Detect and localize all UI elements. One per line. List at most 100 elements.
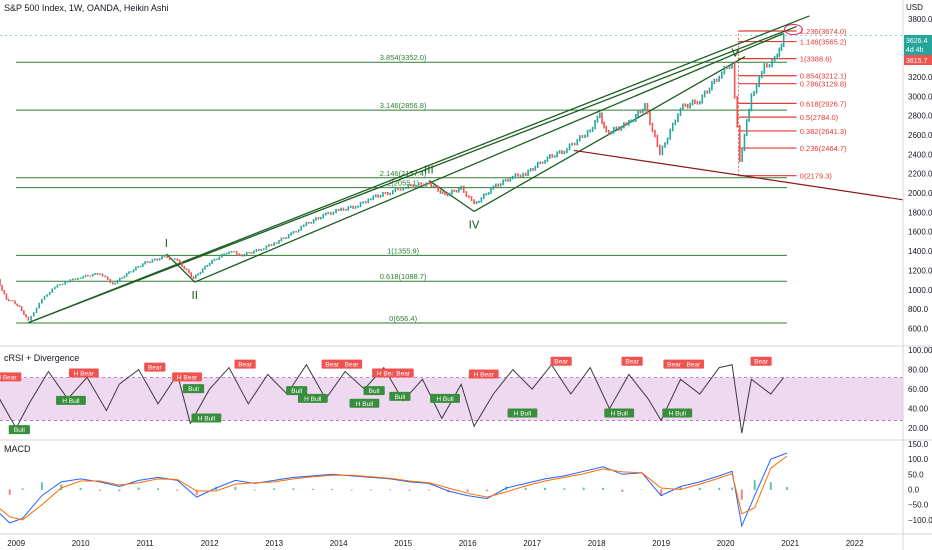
macd-histogram-bar [785,487,788,491]
crsi-signal-label: H Bull [198,415,216,422]
crsi-signal-label: Bear [325,362,340,369]
macd-histogram-bar [563,488,566,491]
fib-red-label: 0(2179.3) [800,172,833,181]
crsi-signal-box [191,413,222,423]
crsi-signal-box [392,368,414,378]
price-y-tick: 600.0 [908,324,929,333]
price-y-tick: 800.0 [908,305,929,314]
crsi-signal-box [349,398,380,408]
crsi-signal-label: H Bear [74,370,95,377]
macd-histogram-bar [292,488,295,491]
fib-red-label: 0.618(2926.7) [800,99,847,108]
x-axis-tick: 2016 [459,539,477,548]
macd-histogram-bar [311,488,314,491]
price-tag-second-value: 3615.7 [906,58,928,65]
crsi-y-tick: 100.00 [908,346,932,355]
crsi-signal-label: H Bull [304,396,322,403]
crsi-signal-box [56,395,86,405]
macd-histogram-bar [137,487,140,491]
macd-histogram-bar [524,487,527,491]
price-tag-current-value: 3626.4 [906,38,928,45]
macd-histogram-bar [621,489,624,492]
crsi-signal-label: Bear [345,362,360,369]
macd-histogram-bar [408,489,411,491]
wave-label: I [165,237,168,250]
fib-red-label: 0.854(3212.1) [800,72,847,81]
price-y-tick: 1800.0 [908,208,932,217]
macd-y-tick: −50.0 [908,501,929,510]
fib-green-label: 2.146(2157.4) [380,169,427,178]
wave-label: II [192,289,199,302]
fib-green-label: 3.854(3352.0) [380,53,427,62]
crsi-signal-box [297,393,328,403]
fib-green-label: 0.618(1088.7) [380,272,427,281]
crsi-signal-label: H Bull [436,396,454,403]
x-axis-tick: 2020 [717,539,735,548]
price-y-tick: 1000.0 [908,286,932,295]
crsi-signal-label: Bear [148,365,163,372]
macd-histogram-bar [253,489,256,491]
fib-green-label: 1(1355.9) [387,246,420,255]
macd-histogram-bar [582,487,585,491]
crsi-signal-box [363,386,385,396]
resistance-line [573,149,904,201]
macd-histogram-bar [740,489,743,500]
crsi-signal-box [0,372,22,382]
macd-histogram-bar [698,487,701,491]
price-pane[interactable]: 3.854(3352.0) 3.146(2856.8) 2.146(2157.4)2… [0,15,904,324]
macd-histogram-bar [60,484,63,491]
macd-histogram-bar [769,482,772,491]
price-tag-current: 3626.4 4d 4h [904,35,932,55]
macd-y-tick: 50.0 [908,470,924,479]
price-tag-second: 3615.7 [904,55,932,65]
crsi-signal-box [550,356,572,366]
crsi-signal-box [621,356,643,366]
crsi-signal-box [68,368,99,378]
trend-line [28,15,810,324]
crsi-signal-box [8,425,30,435]
fib-green-label: 3.146(2856.8) [380,101,427,110]
trend-line [194,32,784,283]
macd-histogram-bar [485,489,488,492]
macd-histogram-bar [157,488,160,491]
crsi-title: cRSI + Divergence [4,353,79,363]
macd-y-tick: −100.0 [908,516,932,525]
fib-red-label: 0.5(2784.0) [800,113,839,122]
crsi-signal-label: Bear [554,359,569,366]
crsi-signal-box [662,408,693,418]
price-tag-current-time: 4d 4h [906,47,924,54]
crsi-signal-box [750,356,772,366]
price-y-tick: 1200.0 [908,266,932,275]
wave-line [165,253,196,283]
crsi-signal-label: H Bear [177,374,198,381]
crsi-y-tick: 60.00 [908,385,929,394]
crsi-signal-label: H Bear [474,371,495,378]
macd-line [0,452,788,528]
crsi-signal-label: H Bull [611,411,629,418]
currency-label: USD [906,3,923,12]
price-y-tick: 2400.0 [908,150,932,159]
x-axis-tick: 2017 [523,539,541,548]
macd-histogram-bar [389,489,392,491]
x-axis-tick: 2015 [394,539,412,548]
price-y-tick: 2000.0 [908,189,932,198]
crsi-signal-box [389,391,411,401]
crsi-signal-label: H Bull [356,401,374,408]
macd-pane[interactable] [0,452,788,528]
macd-histogram-bar [544,487,547,491]
crsi-signal-label: Bull [291,388,302,395]
price-y-tick: 1600.0 [908,228,932,237]
crsi-signal-box [321,359,343,369]
price-y-tick: 2800.0 [908,112,932,121]
macd-histogram-bar [660,489,663,497]
crsi-signal-label: Bull [14,427,25,434]
macd-histogram-bar [350,489,353,491]
crsi-signal-box [430,393,460,403]
crsi-signal-box [663,359,685,369]
crsi-signal-label: H Bear [377,370,398,377]
crsi-signal-label: Bear [625,359,640,366]
macd-histogram-bar [8,489,11,495]
macd-histogram-bar [98,489,101,491]
crsi-signal-box [144,362,166,372]
